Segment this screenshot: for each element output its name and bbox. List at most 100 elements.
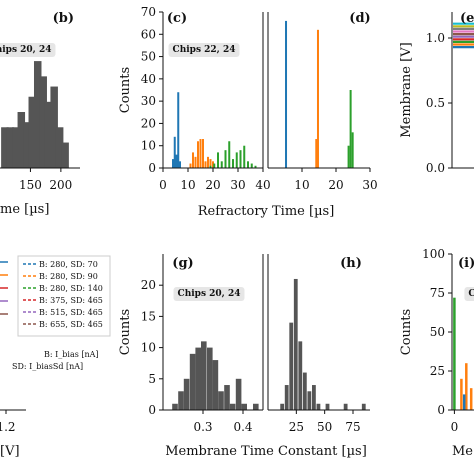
panel-c-bar-orange: [207, 156, 209, 168]
panel-h-bar: [325, 403, 330, 410]
panel-c-label: (c): [167, 11, 187, 26]
panel-c-ytick-label: 30: [141, 94, 156, 108]
panel-d-bar-orange: [316, 29, 319, 169]
panel-c-bar-blue: [173, 136, 176, 168]
panel-c-ytick-label: 50: [141, 50, 156, 64]
panel-c-bar-orange: [189, 163, 192, 168]
panel-i-bar-green: [453, 297, 456, 410]
panel-c-bar-green: [250, 163, 253, 168]
panel-c-bar-orange: [209, 159, 212, 168]
panel-g-ytick-label: 20: [141, 278, 156, 292]
panel-f-legend-label: B: 280, SD: 70: [39, 260, 98, 269]
panel-g-label: (g): [172, 256, 193, 271]
panel-h-xtick-label: 75: [345, 420, 360, 434]
panel-c-xtick-label: 10: [180, 178, 195, 192]
panel-c-bar-green: [254, 165, 257, 168]
panel-g-bar: [172, 403, 178, 410]
panel-d-bar-green: [347, 145, 350, 168]
panel-h-xlabel: Membrane Time Constant [µs]: [165, 444, 367, 459]
panel-e-ytick-label: 0.5: [426, 96, 445, 110]
panel-d-bar-green: [351, 132, 354, 168]
panel-c-bar-blue: [177, 92, 180, 168]
panel-e-label: (e): [460, 11, 474, 26]
panel-h-bar: [361, 403, 366, 410]
panel-c-ytick-label: 10: [141, 139, 156, 153]
panel-c-annotation-box: [168, 43, 240, 57]
panel-b-bar: [55, 127, 64, 168]
panel-e-ytick-label: 0.0: [426, 161, 445, 175]
panel-h-bar: [280, 403, 285, 410]
panel-b-xlabel: me [µs]: [0, 202, 49, 217]
panel-h-bar: [284, 385, 289, 410]
panel-c-bar-orange: [197, 141, 199, 168]
panel-b-bar: [6, 127, 15, 168]
panel-i-bar-blue: [462, 394, 466, 410]
panel-c-bar-green: [247, 161, 249, 168]
panel-d-bar-orange: [315, 139, 318, 168]
panel-g-bar: [178, 391, 184, 410]
panel-c-bar-blue: [179, 161, 181, 168]
panel-g-ytick-label: 5: [148, 372, 156, 386]
panel-c-bar-green: [243, 145, 246, 168]
panel-h-label: (h): [340, 256, 362, 271]
panel-g-ytick-label: 0: [148, 403, 156, 417]
panel-i-bar-orange: [465, 363, 468, 410]
panel-i-annotation: C: [468, 289, 474, 299]
panel-c-ytick-label: 70: [141, 5, 156, 19]
panel-c-xtick-label: 40: [255, 178, 270, 192]
panel-e-ylabel: Membrane [V]: [399, 42, 414, 137]
panel-c-ytick-label: 20: [141, 116, 156, 130]
panel-b-bar: [23, 122, 31, 168]
panel-c-bar-orange: [204, 161, 207, 168]
panel-f-xtick-label: 1.2: [0, 420, 16, 434]
panel-i-ytick-label: 25: [430, 364, 445, 378]
panel-h-bar: [293, 278, 298, 410]
panel-f-legend-label: B: 375, SD: 465: [39, 296, 103, 305]
panel-c-bar-green: [209, 165, 212, 168]
panel-f-legend-label: B: 655, SD: 465: [39, 320, 103, 329]
panel-d-label: (d): [349, 11, 370, 26]
panel-g-bar: [195, 347, 201, 410]
panel-g-bar: [189, 353, 196, 410]
panel-h-bar: [343, 403, 348, 410]
panel-c-ylabel: Counts: [118, 67, 133, 113]
panel-i-xtick-label: 0: [451, 420, 459, 434]
panel-b-annotation: Chips 20, 24: [0, 45, 51, 55]
panel-g-xtick-label: 0.4: [233, 420, 252, 434]
panel-g-bar: [201, 341, 207, 410]
panel-c-bar-green: [217, 152, 219, 168]
panel-g-annotation: Chips 20, 24: [178, 289, 241, 299]
panel-f-legend-note: B: I_bias [nA]: [44, 350, 99, 359]
panel-b-bar: [17, 112, 26, 168]
panel-e-ytick-label: 1.0: [426, 31, 445, 45]
panel-g-ytick-label: 10: [141, 341, 156, 355]
panel-c-xtick-label: 30: [230, 178, 245, 192]
panel-c-ytick-label: 40: [141, 72, 156, 86]
panel-i-ylabel: Counts: [399, 309, 414, 355]
panel-c-ytick-label: 0: [148, 161, 156, 175]
panel-c-bar-orange: [194, 156, 197, 168]
panel-c-bar-orange: [202, 139, 204, 168]
panel-g-ytick-label: 15: [141, 309, 156, 323]
panel-i-bar-orange: [460, 378, 463, 410]
panel-g-bar: [218, 391, 224, 410]
panel-i-bar-orange: [469, 388, 473, 410]
panel-f-legend-box: [17, 255, 111, 337]
panel-d-xtick-label: 20: [328, 178, 343, 192]
panel-f-xlabel: [V]: [0, 444, 20, 459]
panel-i-xlabel: Me: [452, 444, 473, 459]
panel-h-xtick-label: 25: [289, 420, 304, 434]
panel-i-ytick-label: 50: [430, 325, 445, 339]
panel-g-bar: [229, 403, 236, 410]
panel-b-annotation-box: [0, 43, 56, 57]
panel-c-bar-blue: [172, 159, 174, 168]
panel-i-annotation-box: [464, 287, 474, 301]
panel-g-bar: [235, 378, 242, 410]
panel-c-xtick-label: 0: [159, 178, 167, 192]
panel-c-bar-green: [220, 161, 223, 168]
panel-g-xtick-label: 0.3: [193, 420, 212, 434]
panel-h-bar: [312, 385, 316, 410]
panel-g-annotation-box: [173, 287, 245, 301]
panel-b-bar: [1, 127, 9, 168]
